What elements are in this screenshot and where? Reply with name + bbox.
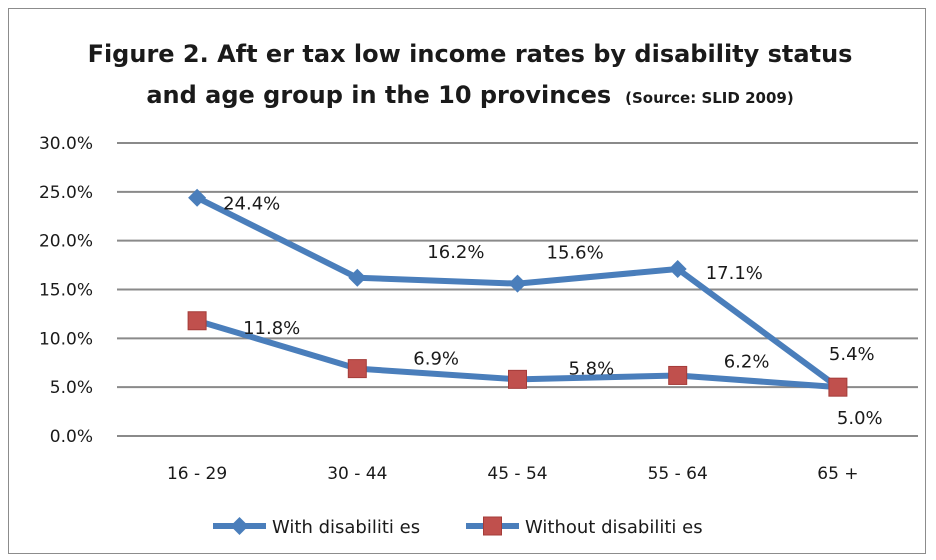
series-1-marker [348,268,367,287]
x-tick-label: 30 - 44 [327,464,387,484]
chart-title-line2-group: and age group in the 10 provinces (Sourc… [146,81,793,109]
x-axis-ticks: 16 - 29 30 - 44 45 - 54 55 - 64 65 + [167,464,859,484]
legend-label-2: Without disabiliti es [525,517,703,538]
data-label: 17.1% [706,263,763,284]
data-label: 24.4% [223,194,280,215]
series-2-marker [508,369,527,389]
series-2-marker [187,311,207,331]
series-2-marker [347,359,367,379]
legend-label-1: With disabiliti es [272,517,420,538]
series-group [187,188,848,397]
y-axis-ticks: 0.0% 5.0% 10.0% 15.0% 20.0% 25.0% 30.0% [39,134,93,447]
legend-marker-1 [230,517,249,535]
data-label: 11.8% [243,318,300,339]
y-tick-label: 30.0% [39,134,93,154]
data-label: 5.0% [837,408,883,429]
series-2-marker [668,365,688,385]
x-tick-label: 45 - 54 [487,464,547,484]
data-labels: 24.4% 16.2% 15.6% 17.1% 5.4% 11.8% 6.9% 5.8% 6.2… [223,194,883,429]
y-tick-label: 0.0% [50,427,93,447]
x-tick-label: 65 + [817,464,858,484]
data-label: 6.9% [413,349,459,370]
series-1-marker [668,259,687,278]
data-label: 6.2% [724,351,770,372]
y-tick-label: 15.0% [39,281,93,301]
chart-source-note: (Source: SLID 2009) [625,89,794,107]
chart-title-line2: and age group in the 10 provinces [146,81,611,109]
y-tick-label: 20.0% [39,232,93,252]
gridlines [117,142,918,437]
data-label: 5.8% [569,358,615,379]
series-2-marker [828,377,848,397]
y-tick-label: 10.0% [39,329,93,349]
x-tick-label: 16 - 29 [167,464,227,484]
x-tick-label: 55 - 64 [648,464,708,484]
data-label: 5.4% [829,344,875,365]
data-label: 15.6% [547,243,604,264]
series-1-marker [188,188,207,207]
legend-marker-2 [483,516,502,536]
y-tick-label: 25.0% [39,183,93,203]
y-tick-label: 5.0% [50,378,93,398]
data-label: 16.2% [427,242,484,263]
legend: With disabiliti es Without disabiliti es [213,516,703,538]
series-1-marker [508,274,527,293]
chart-title-line1: Figure 2. Aft er tax low income rates by… [88,40,853,68]
